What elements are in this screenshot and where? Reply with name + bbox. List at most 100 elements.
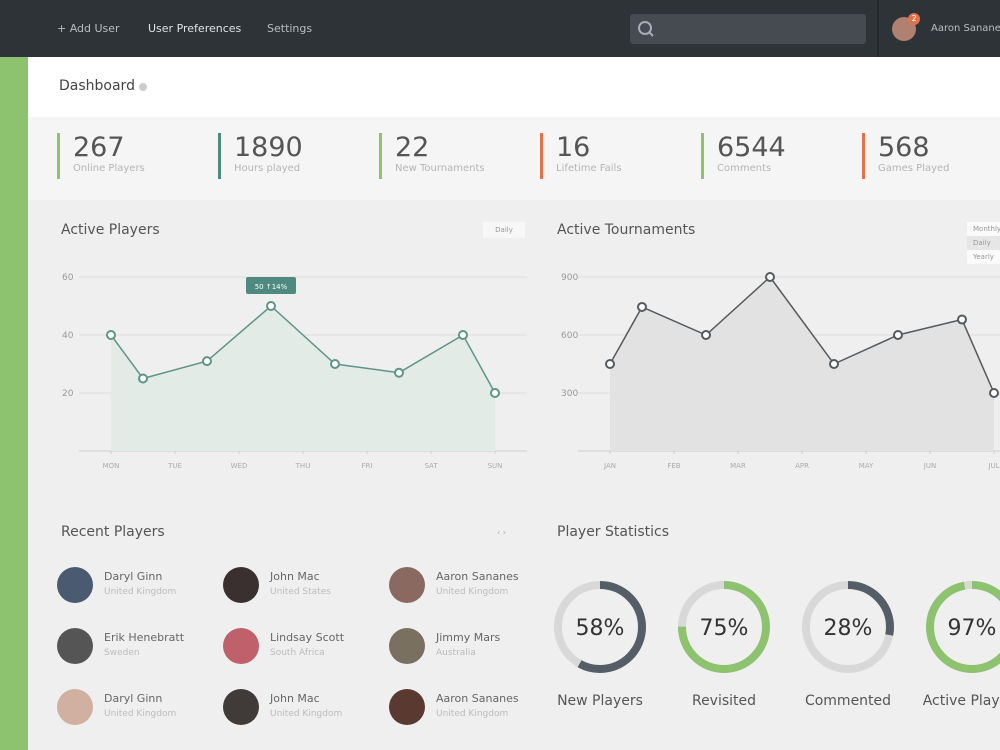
player-avatar — [389, 628, 425, 664]
stat-label: Games Played — [878, 163, 950, 174]
area — [610, 277, 994, 451]
player-country: United States — [270, 587, 331, 597]
player-name: John Mac — [270, 570, 320, 583]
donut-value: 75% — [700, 616, 749, 641]
player: Aaron Sananes United Kingdom — [436, 692, 519, 719]
donut-value: 97% — [948, 616, 997, 641]
player-name: Aaron Sananes — [436, 692, 519, 705]
point — [765, 272, 775, 282]
player: Lindsay Scott South Africa — [270, 631, 344, 658]
pager[interactable]: ‹ › — [497, 528, 506, 537]
donut-label: Commented — [805, 693, 891, 709]
stat-label: Lifetime Fails — [556, 163, 622, 174]
player-avatar — [57, 628, 93, 664]
menu-item[interactable]: Monthly — [973, 225, 1000, 233]
player-name: Erik Henebratt — [104, 631, 185, 644]
nav-preferences[interactable]: User Preferences — [148, 22, 242, 35]
point — [106, 330, 116, 340]
x-tick-label: SAT — [424, 462, 438, 470]
line — [110, 304, 496, 394]
tooltip — [246, 277, 296, 294]
x-tick-label: SUN — [488, 462, 503, 470]
player-name: Daryl Ginn — [104, 692, 163, 705]
player-avatar — [389, 567, 425, 603]
stats-row: 267 Online Players 1890 Hours played 22 New T… — [28, 117, 1000, 200]
y-tick-label: 40 — [62, 331, 74, 341]
player-avatar — [223, 567, 259, 603]
donut-label: Revisited — [692, 693, 756, 709]
player: Erik Henebratt Sweden — [104, 631, 184, 658]
menu-item[interactable]: Yearly — [973, 253, 994, 261]
player-country: South Africa — [270, 648, 325, 658]
stat-label: Hours played — [234, 163, 301, 174]
stat: 16 Lifetime Fails — [540, 133, 622, 179]
x-tick-label: FEB — [667, 462, 680, 470]
player-country: Australia — [436, 648, 476, 658]
line-chart: 300 600 900 JAN FEB MAR APR MAY JUN JUL — [561, 272, 1000, 470]
player-name: Lindsay Scott — [270, 631, 345, 644]
donut-value: 58% — [576, 616, 625, 641]
x-tick-label: FRI — [362, 462, 373, 470]
donut-arc — [554, 581, 646, 673]
page-title: Dashboard — [59, 78, 135, 94]
donut-label: New Players — [557, 693, 643, 709]
point — [701, 330, 711, 340]
player: John Mac United Kingdom — [270, 692, 342, 719]
x-tick-label: JUN — [923, 462, 936, 470]
sidebar — [0, 57, 28, 750]
player-name: Daryl Ginn — [104, 570, 163, 583]
line — [609, 275, 995, 394]
point — [330, 359, 340, 369]
x-tick-label: MAY — [859, 462, 874, 470]
section-title: Recent Players — [61, 524, 165, 540]
chart-title: Active Players — [61, 222, 160, 238]
player-name: Aaron Sananes — [436, 570, 519, 583]
point — [989, 388, 999, 398]
x-tick-label: TUE — [167, 462, 182, 470]
player-avatar — [223, 628, 259, 664]
donut-arc — [678, 581, 770, 673]
y-tick-label: 20 — [62, 389, 74, 399]
top-bar: + Add User User Preferences Settings 2 A… — [0, 0, 1000, 57]
player-name: John Mac — [270, 692, 320, 705]
donut-arc — [802, 581, 894, 673]
stat-label: Comments — [717, 163, 772, 174]
player-country: United Kingdom — [436, 587, 509, 597]
menu-item[interactable]: Daily — [967, 236, 1000, 250]
point — [893, 330, 903, 340]
tooltip-text: 50 ↑14% — [255, 283, 288, 291]
point — [266, 301, 276, 311]
x-tick-label: MAR — [730, 462, 746, 470]
x-tick-label: JAN — [603, 462, 616, 470]
chart-title: Active Tournaments — [557, 222, 696, 238]
y-tick-label: 600 — [561, 331, 578, 341]
stat-label: New Tournaments — [395, 163, 485, 174]
search-icon — [638, 21, 654, 37]
y-tick-label: 900 — [561, 273, 578, 283]
stat-value: 568 — [878, 132, 930, 163]
divider — [877, 0, 879, 57]
point — [605, 359, 615, 369]
point — [829, 359, 839, 369]
x-tick-label: MON — [103, 462, 120, 470]
nav-settings[interactable]: Settings — [267, 22, 313, 35]
dropdown-menu[interactable]: Monthly Daily Yearly — [967, 222, 1000, 264]
area — [111, 306, 495, 451]
player-country: United Kingdom — [270, 709, 343, 719]
stat-label: Online Players — [73, 163, 145, 174]
x-tick-label: WED — [231, 462, 248, 470]
search-box[interactable] — [630, 14, 866, 44]
player: Aaron Sananes United Kingdom — [436, 570, 519, 597]
user-name[interactable]: Aaron Sananes — [931, 23, 1000, 34]
point — [394, 367, 404, 378]
section-title: Player Statistics — [557, 524, 670, 540]
x-tick-label: JUL — [987, 462, 999, 470]
dropdown[interactable]: Daily — [483, 222, 525, 238]
point — [490, 388, 500, 398]
player: John Mac United States — [270, 570, 331, 597]
player-avatar — [57, 567, 93, 603]
point — [202, 356, 212, 367]
stat-value: 267 — [73, 132, 125, 163]
nav-add-user[interactable]: + Add User — [57, 22, 120, 35]
